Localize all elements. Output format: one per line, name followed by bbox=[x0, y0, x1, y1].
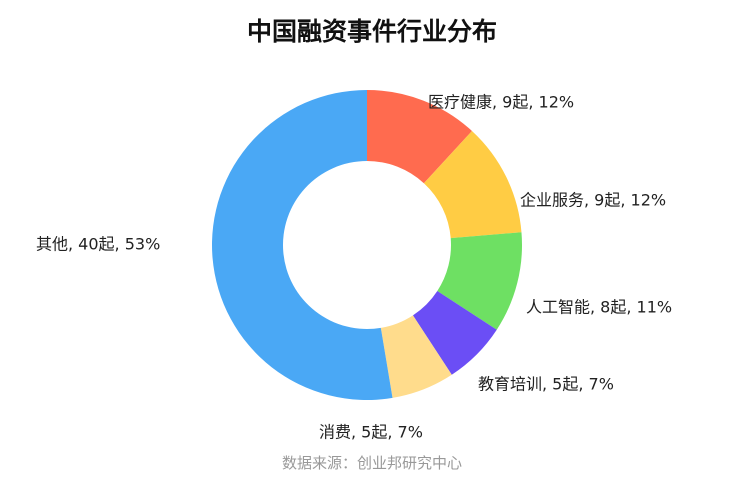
donut-slice bbox=[423, 130, 522, 239]
slice-labels: 医疗健康, 9起, 12% 企业服务, 9起, 12% 人工智能, 8起, 11% 教… bbox=[36, 93, 672, 442]
donut-slices bbox=[212, 89, 522, 400]
slice-label: 教育培训, 5起, 7% bbox=[478, 375, 614, 394]
donut-slice bbox=[212, 89, 393, 400]
slice-label: 其他, 40起, 53% bbox=[36, 235, 160, 254]
slice-label: 医疗健康, 9起, 12% bbox=[428, 93, 574, 112]
chart-title: 中国融资事件行业分布 bbox=[246, 17, 497, 46]
source-note: 数据来源：创业邦研究中心 bbox=[281, 454, 462, 472]
donut-slice bbox=[437, 232, 522, 330]
slice-label: 企业服务, 9起, 12% bbox=[520, 191, 666, 210]
donut-slice bbox=[412, 290, 497, 375]
donut-slice bbox=[380, 315, 452, 398]
donut-slice bbox=[367, 90, 472, 184]
slice-label: 人工智能, 8起, 11% bbox=[526, 298, 672, 317]
slice-label: 消费, 5起, 7% bbox=[319, 423, 423, 442]
